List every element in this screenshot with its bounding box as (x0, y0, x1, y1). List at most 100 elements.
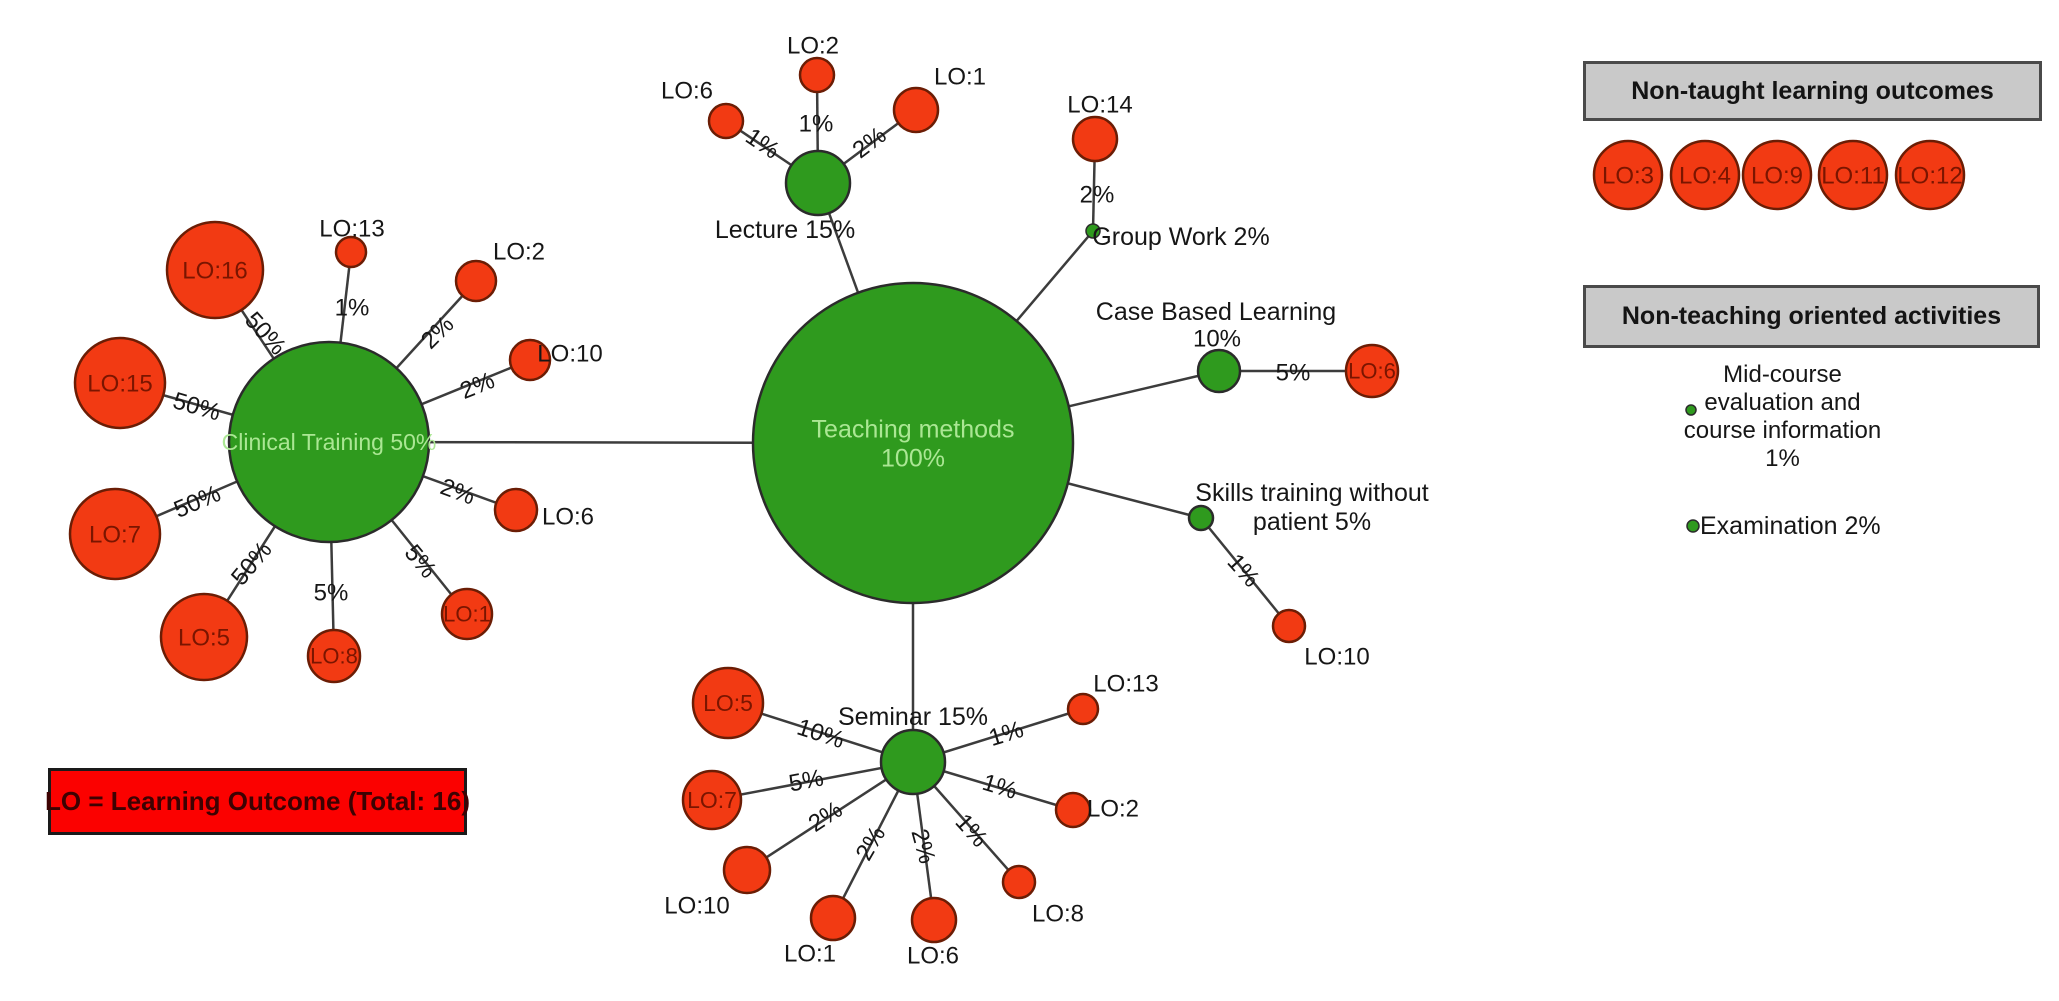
label-lo-6-15: LO:6 (907, 942, 959, 969)
label-lo-13-18: LO:13 (319, 215, 384, 242)
edge-label-seminar-seminar-lo2: 1% (979, 769, 1020, 805)
node-nt-lo3 (1592, 139, 1664, 211)
node-label-seminar-lo7: LO:7 (687, 787, 737, 813)
node-case-based-learning (1196, 348, 1242, 394)
node-label-ct-lo15: LO:15 (87, 370, 152, 397)
node-ct-lo13 (334, 235, 368, 269)
edge-label-clinical-training-ct-lo7: 50% (170, 480, 225, 524)
non-taught-outcomes-header: Non-taught learning outcomes (1583, 61, 2042, 121)
edge-label-lecture-lecture-lo6: 1% (741, 123, 785, 165)
node-lecture-lo6 (707, 102, 745, 140)
label-seminar-15--11: Seminar 15% (838, 703, 988, 731)
label-10--7: 10% (1193, 325, 1241, 352)
node-label-nt-lo9: LO:9 (1751, 162, 1803, 189)
edge-label-clinical-training-ct-lo6: 2% (437, 473, 479, 510)
legend-text: LO = Learning Outcome (Total: 16) (45, 786, 470, 816)
label-lo-10-20: LO:10 (537, 340, 602, 367)
node-lecture-lo2 (798, 56, 836, 94)
label-lo-14-3: LO:14 (1067, 91, 1132, 118)
edge-label-seminar-seminar-lo10: 2% (804, 796, 848, 838)
node-examination-dot (1686, 519, 1700, 533)
edge-label-seminar-seminar-lo7: 5% (787, 764, 826, 797)
label-patient-5--9: patient 5% (1253, 508, 1371, 536)
edge-label-clinical-training-ct-lo1: 5% (399, 540, 442, 584)
label-lo-2-1: LO:2 (787, 32, 839, 59)
label-lo-2-13: LO:2 (1087, 795, 1139, 822)
node-label-ct-lo8: LO:8 (310, 644, 358, 669)
node-group-work (1085, 223, 1101, 239)
edge-label-lecture-lecture-lo1: 2% (848, 122, 892, 164)
node-label-cbl-lo6: LO:6 (1348, 359, 1396, 384)
label-lecture-15--4: Lecture 15% (715, 216, 855, 244)
node-teaching-methods (751, 281, 1075, 605)
node-ct-lo8 (306, 628, 362, 684)
label-group-work-2--5: Group Work 2% (1092, 223, 1269, 251)
node-ct-lo16 (165, 220, 265, 320)
edge-skills-training-skills-lo10 (1200, 517, 1290, 627)
label-lo-6-21: LO:6 (542, 503, 594, 530)
node-nt-lo11 (1817, 139, 1889, 211)
node-label-ct-lo7: LO:7 (89, 521, 141, 548)
node-seminar-lo8 (1001, 864, 1037, 900)
label-lo-8-14: LO:8 (1032, 900, 1084, 927)
node-label-ct-lo16: LO:16 (182, 257, 247, 284)
label-lo-13-12: LO:13 (1093, 670, 1158, 697)
node-skills-training (1187, 504, 1215, 532)
edge-label-seminar-seminar-lo6: 2% (906, 826, 941, 866)
edge-label-clinical-training-ct-lo10: 2% (456, 367, 498, 405)
edge-label-case-based-learning-cbl-lo6: 5% (1276, 360, 1311, 387)
node-nt-lo12 (1894, 139, 1966, 211)
mid-course-line-1: Mid-course (1723, 361, 1842, 388)
node-label-nt-lo12: LO:12 (1897, 162, 1962, 189)
node-seminar-lo7 (681, 769, 743, 831)
node-ct-lo5 (159, 592, 249, 682)
mid-course-line-4: 1% (1765, 445, 1800, 472)
node-ct-lo7 (68, 487, 162, 581)
mid-course-line-3: course information (1683, 417, 1882, 444)
node-ct-lo6 (493, 487, 539, 533)
mid-course-evaluation-note: Mid-course evaluation and course informa… (1655, 361, 1910, 473)
node-seminar-lo10 (722, 845, 772, 895)
label-case-based-learning-6: Case Based Learning (1096, 298, 1336, 326)
node-label-nt-lo4: LO:4 (1679, 162, 1731, 189)
edge-label-clinical-training-ct-lo8: 5% (314, 580, 349, 607)
edge-label-clinical-training-ct-lo15: 50% (170, 387, 224, 426)
node-lo14 (1071, 115, 1119, 163)
non-teaching-activities-header: Non-teaching oriented activities (1583, 285, 2040, 348)
node-seminar-lo6 (910, 896, 958, 944)
node-seminar (879, 728, 947, 796)
node-nt-lo9 (1741, 139, 1813, 211)
node-seminar-lo1 (809, 894, 857, 942)
non-teaching-activities-title: Non-teaching oriented activities (1621, 302, 2002, 330)
node-lecture (784, 149, 852, 217)
node-seminar-lo13 (1066, 692, 1100, 726)
edge-label-lecture-lecture-lo2: 1% (799, 111, 834, 138)
node-midcourse-dot (1685, 404, 1697, 416)
edge-label-clinical-training-ct-lo5: 50% (226, 537, 278, 591)
node-ct-lo2 (454, 259, 498, 303)
node-label-ct-lo5: LO:5 (178, 624, 230, 651)
examination-note: Examination 2% (1700, 512, 1881, 540)
label-lo-1-16: LO:1 (784, 940, 836, 967)
node-label-nt-lo3: LO:3 (1602, 162, 1654, 189)
node-label-teaching-methods: Teaching methods 100% (812, 415, 1015, 472)
legend-box: LO = Learning Outcome (Total: 16) (45, 768, 470, 835)
node-clinical-training (227, 340, 431, 544)
node-seminar-lo2 (1054, 791, 1092, 829)
edge-label-clinical-training-ct-lo13: 1% (335, 295, 370, 322)
label-lo-2-19: LO:2 (493, 238, 545, 265)
non-taught-outcomes-title: Non-taught learning outcomes (1631, 76, 1994, 105)
label-lo-6-0: LO:6 (661, 77, 713, 104)
node-nt-lo4 (1669, 139, 1741, 211)
label-lo-10-17: LO:10 (664, 892, 729, 919)
node-skills-lo10 (1271, 608, 1307, 644)
node-label-seminar-lo5: LO:5 (703, 690, 753, 716)
label-skills-training-without-8: Skills training without (1195, 479, 1428, 507)
edge-seminar-seminar-lo7 (711, 760, 914, 802)
node-seminar-lo5 (691, 666, 765, 740)
node-ct-lo15 (73, 336, 167, 430)
node-ct-lo1 (440, 587, 494, 641)
label-lo-1-2: LO:1 (934, 63, 986, 90)
edge-label-skills-training-skills-lo10: 1% (1222, 549, 1265, 593)
